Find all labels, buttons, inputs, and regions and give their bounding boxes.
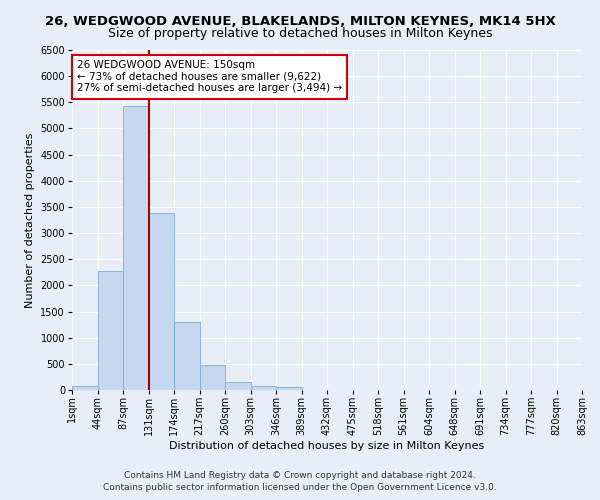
- Bar: [97, 272, 123, 390]
- X-axis label: Distribution of detached houses by size in Milton Keynes: Distribution of detached houses by size …: [169, 440, 485, 450]
- Bar: [174, 322, 199, 390]
- Bar: [276, 387, 302, 390]
- Bar: [149, 213, 174, 390]
- Bar: [72, 386, 97, 390]
- Bar: [225, 382, 251, 390]
- Text: Size of property relative to detached houses in Milton Keynes: Size of property relative to detached ho…: [108, 28, 492, 40]
- Y-axis label: Number of detached properties: Number of detached properties: [25, 132, 35, 308]
- Bar: [123, 106, 149, 390]
- Bar: [251, 386, 276, 390]
- Text: 26 WEDGWOOD AVENUE: 150sqm
← 73% of detached houses are smaller (9,622)
27% of s: 26 WEDGWOOD AVENUE: 150sqm ← 73% of deta…: [77, 60, 342, 94]
- Text: Contains HM Land Registry data © Crown copyright and database right 2024.
Contai: Contains HM Land Registry data © Crown c…: [103, 471, 497, 492]
- Bar: [199, 365, 225, 390]
- Text: 26, WEDGWOOD AVENUE, BLAKELANDS, MILTON KEYNES, MK14 5HX: 26, WEDGWOOD AVENUE, BLAKELANDS, MILTON …: [44, 15, 556, 28]
